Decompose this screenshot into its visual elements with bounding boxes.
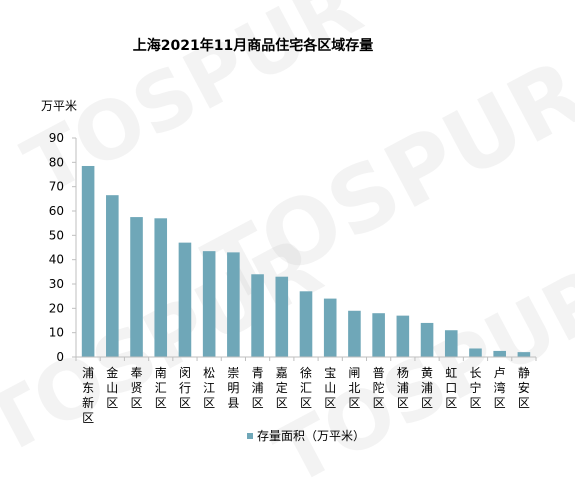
x-tick-label: 崇明县 bbox=[227, 366, 239, 410]
bar bbox=[202, 251, 216, 357]
y-tick-label: 30 bbox=[49, 277, 64, 291]
bar bbox=[348, 310, 361, 357]
y-tick-label: 70 bbox=[49, 180, 64, 194]
y-tick-label: 60 bbox=[49, 204, 64, 218]
bar bbox=[396, 315, 410, 357]
y-tick-label: 50 bbox=[49, 228, 64, 242]
bar bbox=[444, 330, 458, 357]
y-axis-label: 万平米 bbox=[41, 99, 77, 113]
y-tick-label: 40 bbox=[49, 253, 64, 267]
y-tick-label: 20 bbox=[49, 301, 64, 315]
y-tick-label: 90 bbox=[49, 131, 64, 145]
x-tick-label: 宝山区 bbox=[324, 366, 336, 410]
bar bbox=[81, 165, 95, 357]
x-tick-label: 嘉定区 bbox=[276, 366, 288, 410]
x-tick-label: 杨浦区 bbox=[397, 365, 409, 410]
x-tick-label: 长宁区 bbox=[469, 366, 481, 410]
x-tick-label: 金山区 bbox=[106, 365, 118, 410]
bar bbox=[469, 348, 482, 357]
x-tick-label: 南汇区 bbox=[155, 365, 167, 410]
bar bbox=[372, 313, 385, 357]
x-tick-label: 卢湾区 bbox=[494, 365, 506, 410]
x-tick-label: 虹口区 bbox=[445, 366, 457, 410]
bar bbox=[178, 242, 192, 357]
bar bbox=[251, 274, 264, 357]
bar bbox=[323, 298, 337, 357]
y-tick-label: 80 bbox=[49, 155, 64, 169]
x-tick-label: 普陀区 bbox=[373, 366, 385, 410]
x-axis bbox=[75, 356, 537, 361]
x-tick-label: 青浦区 bbox=[252, 366, 264, 410]
y-tick-label: 0 bbox=[56, 350, 64, 364]
x-tick-label: 静安区 bbox=[518, 366, 530, 410]
bar bbox=[275, 276, 289, 357]
bar bbox=[299, 291, 313, 357]
bar bbox=[154, 218, 168, 357]
x-tick-label: 松江区 bbox=[203, 366, 215, 410]
y-axis-ticks: 0 10 20 30 40 50 60 70 80 90 bbox=[49, 131, 77, 364]
x-tick-label: 闵行区 bbox=[179, 365, 191, 410]
bar bbox=[227, 252, 240, 357]
bar bbox=[130, 217, 143, 357]
legend: 存量面积（万平米） bbox=[247, 429, 365, 443]
y-tick-label: 10 bbox=[49, 326, 64, 340]
x-tick-label: 浦东新区 bbox=[82, 366, 94, 425]
bar bbox=[420, 322, 434, 357]
legend-swatch bbox=[247, 433, 253, 439]
bar bbox=[106, 195, 119, 357]
legend-label: 存量面积（万平米） bbox=[257, 429, 365, 443]
chart-title: 上海2021年11月商品住宅各区域存量 bbox=[133, 37, 373, 54]
x-tick-label: 黄浦区 bbox=[421, 366, 433, 410]
bar bbox=[517, 352, 531, 357]
x-tick-label: 徐汇区 bbox=[300, 365, 312, 410]
bar bbox=[493, 350, 506, 357]
x-tick-label: 奉贤区 bbox=[131, 366, 143, 410]
bars-group bbox=[81, 165, 531, 357]
x-tick-label: 闸北区 bbox=[348, 366, 360, 410]
